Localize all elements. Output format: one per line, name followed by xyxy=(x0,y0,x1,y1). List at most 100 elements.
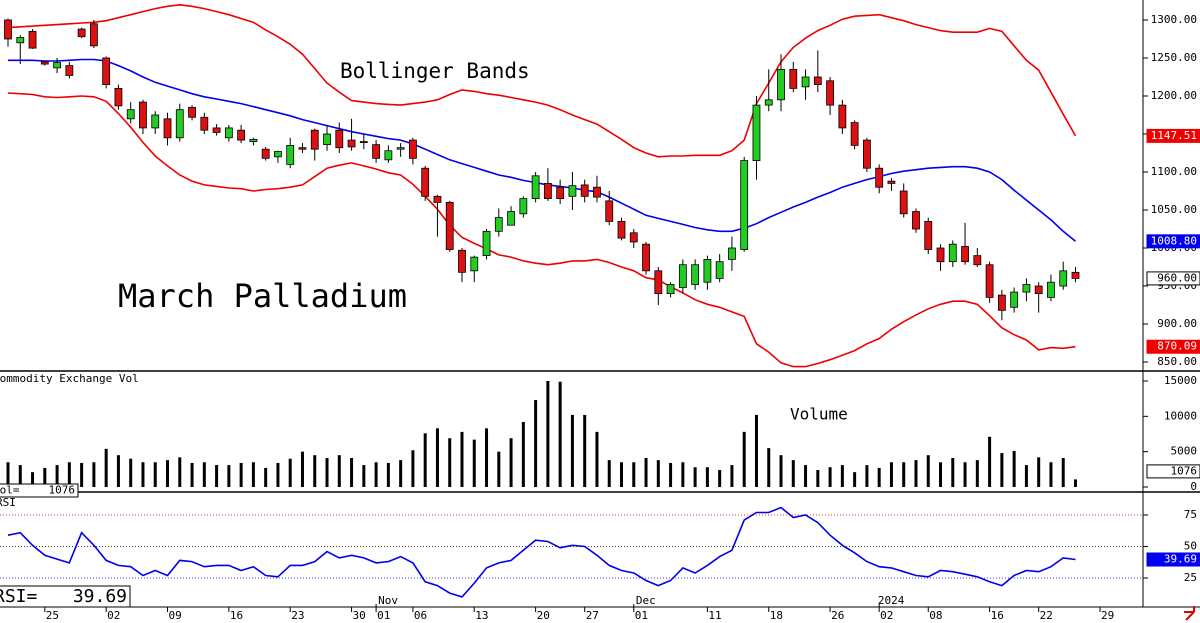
candle-body xyxy=(323,133,331,146)
y-tick-label: 50 xyxy=(1184,540,1197,553)
panel-title: Commodity Exchange Vol xyxy=(0,372,139,385)
volume-bar xyxy=(67,462,71,487)
candle-body xyxy=(580,184,589,197)
band-line xyxy=(7,3,1077,158)
candle-body xyxy=(494,217,503,232)
volume-bar xyxy=(865,465,869,487)
candle-body xyxy=(1010,291,1019,308)
band-line xyxy=(8,58,1077,242)
x-tick-label: 01 xyxy=(635,609,648,622)
candle-body xyxy=(372,144,381,159)
volume-bar xyxy=(693,467,697,487)
volume-bar xyxy=(202,462,206,487)
candle-body xyxy=(826,80,834,106)
volume-bar xyxy=(1012,450,1016,487)
volume-bar xyxy=(18,465,22,487)
y-tick-label: 5000 xyxy=(1171,445,1198,458)
candle-body xyxy=(286,145,295,165)
x-tick-label: 27 xyxy=(586,609,599,622)
candle-body xyxy=(728,247,736,260)
candle-body xyxy=(421,167,430,197)
y-tick-label: 1200.00 xyxy=(1151,89,1197,102)
band-line xyxy=(7,92,1076,368)
x-tick-label: 23 xyxy=(291,609,304,622)
y-tick-label: 1100.00 xyxy=(1151,165,1197,178)
rsi-plot xyxy=(0,506,1143,598)
volume-plot xyxy=(6,380,1077,487)
volume-bar xyxy=(951,458,955,487)
candle-body xyxy=(777,68,785,101)
x-tick-label: 30 xyxy=(353,609,366,622)
candle-body xyxy=(126,109,135,120)
candle-body xyxy=(188,106,196,118)
candle-body xyxy=(617,221,626,239)
x-tick-label: 26 xyxy=(831,609,844,622)
candle-body xyxy=(274,151,282,158)
volume-bar xyxy=(337,455,341,487)
x-tick-label: 16 xyxy=(991,609,1004,622)
candle-body xyxy=(384,150,393,161)
candle-body xyxy=(28,30,37,49)
volume-bar xyxy=(423,433,427,487)
period-label: Dec xyxy=(636,594,656,607)
candle-body xyxy=(4,19,12,40)
candle-body xyxy=(445,202,454,250)
annotation: Volume xyxy=(790,405,848,424)
volume-bar xyxy=(239,462,243,487)
volume-bar xyxy=(1037,457,1041,487)
candle-body xyxy=(703,259,712,283)
volume-bar xyxy=(742,431,746,487)
x-tick-label: 16 xyxy=(230,609,243,622)
candle-body xyxy=(433,195,442,203)
volume-bar xyxy=(497,451,501,487)
x-tick-label: 29 xyxy=(1101,609,1114,622)
candle-body xyxy=(543,183,552,200)
volume-bar xyxy=(129,458,133,487)
candle-body xyxy=(139,101,147,129)
volume-bar xyxy=(840,465,844,487)
volume-bar xyxy=(215,465,219,487)
volume-bar xyxy=(620,462,623,487)
volume-bar xyxy=(399,460,403,487)
x-tick-label: 09 xyxy=(169,609,182,622)
candle-body xyxy=(53,62,61,69)
y-tick-label: 15000 xyxy=(1164,374,1197,387)
candle-body xyxy=(678,264,687,288)
volume-bar xyxy=(669,462,673,487)
panel-title: RSI xyxy=(0,496,16,509)
volume-bar xyxy=(485,428,489,487)
volume-bar xyxy=(460,431,464,487)
volume-bar xyxy=(521,421,525,487)
x-tick-label: 18 xyxy=(770,609,783,622)
volume-bar xyxy=(583,414,587,487)
candle-body xyxy=(997,294,1006,311)
volume-bar xyxy=(227,465,231,487)
chart-title: March Palladium xyxy=(118,277,407,315)
y-tick-label: 1300.00 xyxy=(1151,13,1197,26)
x-tick-label: 20 xyxy=(537,609,550,622)
candle-body xyxy=(924,221,933,250)
candle-body xyxy=(151,114,160,129)
volume-bar xyxy=(914,460,918,487)
last-value-box xyxy=(1146,339,1200,354)
last-value-box xyxy=(1146,464,1200,479)
candle-body xyxy=(629,232,638,243)
candle-body xyxy=(470,256,479,272)
candle-body xyxy=(261,148,270,159)
last-value-box xyxy=(1146,128,1200,143)
candle-body xyxy=(912,211,920,230)
y-tick-label: 25 xyxy=(1184,571,1197,584)
candle-body xyxy=(850,122,859,146)
volume-bar xyxy=(644,458,648,487)
volume-bar xyxy=(386,462,390,487)
volume-bar xyxy=(939,462,943,487)
y-tick-label: 75 xyxy=(1184,508,1197,521)
candle-body xyxy=(298,147,307,150)
volume-bar xyxy=(853,472,857,487)
readout-box xyxy=(0,483,79,498)
candle-body xyxy=(347,139,356,148)
volume-bar xyxy=(264,467,268,487)
candle-body xyxy=(531,175,540,200)
candle-body xyxy=(899,190,908,215)
